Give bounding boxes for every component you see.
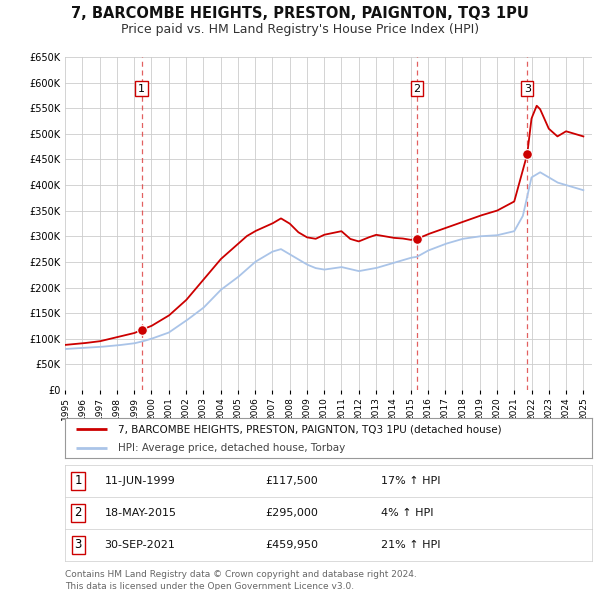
Text: Price paid vs. HM Land Registry's House Price Index (HPI): Price paid vs. HM Land Registry's House … (121, 24, 479, 37)
Text: 1: 1 (74, 474, 82, 487)
Text: 11-JUN-1999: 11-JUN-1999 (104, 476, 175, 486)
Text: 7, BARCOMBE HEIGHTS, PRESTON, PAIGNTON, TQ3 1PU (detached house): 7, BARCOMBE HEIGHTS, PRESTON, PAIGNTON, … (118, 424, 502, 434)
Text: 21% ↑ HPI: 21% ↑ HPI (381, 540, 440, 550)
Text: 7, BARCOMBE HEIGHTS, PRESTON, PAIGNTON, TQ3 1PU: 7, BARCOMBE HEIGHTS, PRESTON, PAIGNTON, … (71, 6, 529, 21)
Text: 1: 1 (138, 84, 145, 94)
Text: 18-MAY-2015: 18-MAY-2015 (104, 508, 176, 518)
Text: 30-SEP-2021: 30-SEP-2021 (104, 540, 175, 550)
Text: 2: 2 (74, 506, 82, 520)
Text: HPI: Average price, detached house, Torbay: HPI: Average price, detached house, Torb… (118, 442, 345, 453)
Text: This data is licensed under the Open Government Licence v3.0.: This data is licensed under the Open Gov… (65, 582, 354, 590)
Text: 2: 2 (413, 84, 421, 94)
Text: 3: 3 (74, 539, 82, 552)
Text: £117,500: £117,500 (265, 476, 318, 486)
Text: £459,950: £459,950 (265, 540, 318, 550)
Text: 3: 3 (524, 84, 531, 94)
Text: 4% ↑ HPI: 4% ↑ HPI (381, 508, 434, 518)
Text: 17% ↑ HPI: 17% ↑ HPI (381, 476, 440, 486)
Text: Contains HM Land Registry data © Crown copyright and database right 2024.: Contains HM Land Registry data © Crown c… (65, 570, 417, 579)
Text: £295,000: £295,000 (265, 508, 318, 518)
